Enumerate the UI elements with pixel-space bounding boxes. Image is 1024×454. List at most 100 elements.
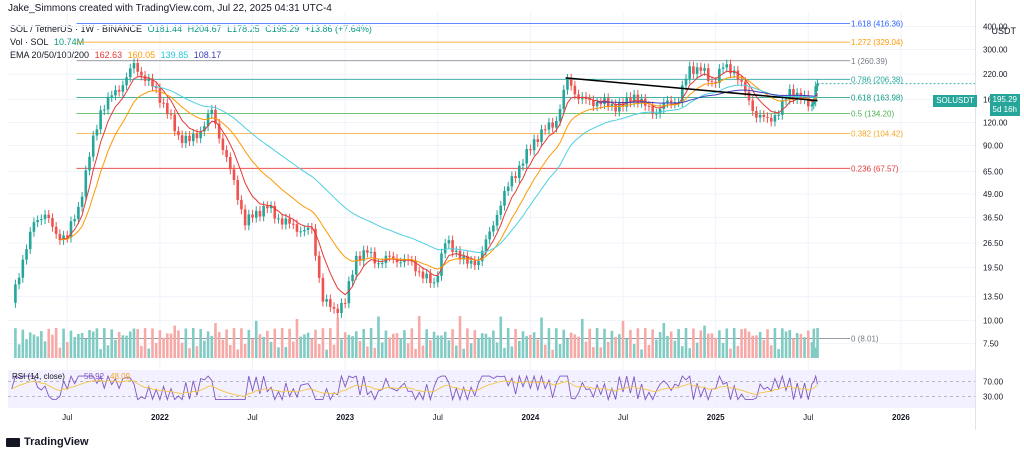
candle-body [803,95,806,100]
volume-bar [592,347,595,358]
candle-body [217,123,221,139]
volume-bar [336,317,340,358]
candle-body [332,306,336,309]
volume-bar [162,337,165,358]
volume-bar [747,331,751,358]
fib-level-label: 0.5 (134.20) [851,110,894,119]
candle-body [266,206,269,209]
candle-body [188,135,191,142]
ema200-value: 108.17 [193,50,222,60]
candle-body [551,122,554,128]
candle-body [436,275,440,283]
candle-body [706,68,710,82]
candle-body [562,89,566,110]
candle-body [136,62,139,72]
x-tick-label: Jul [433,413,443,422]
candle-body [592,100,595,107]
volume-bar [658,332,662,358]
candle-body [480,250,484,262]
candle-body [362,250,365,261]
candle-body [762,114,766,117]
volume-bar [669,331,673,358]
y-tick-label: 220.00 [983,70,1008,79]
volume-bar [806,330,810,358]
volume-bar [106,345,110,358]
volume-bar [154,342,158,358]
volume-bar [240,328,243,358]
volume-bar [751,335,755,358]
candle-body [681,85,684,103]
volume-bar [125,335,128,358]
volume-bar [399,338,403,358]
volume-bar [17,344,21,358]
rsi-ma-line [11,379,818,397]
tradingview-logo[interactable]: TradingView [6,436,89,448]
volume-bar [177,330,180,358]
symbol-legend[interactable]: SOL / TetherUS · 1W · BINANCE O181.44 H2… [10,24,375,34]
candle-body [243,209,247,226]
candle-body [347,281,351,304]
candle-body [343,302,347,304]
volume-bar [673,340,677,358]
volume-bar [262,336,265,358]
x-tick-label: 2024 [522,413,540,422]
candle-body [521,163,525,166]
candle-body [329,299,332,307]
candle-body [529,149,532,151]
candle-body [684,78,688,86]
volume-bar [788,329,792,358]
candle-body [503,190,506,206]
candle-body [692,66,695,74]
volume-bar [40,331,43,358]
volume-bar [62,328,65,358]
candle-body [373,251,377,264]
candle-body [177,131,180,136]
candle-body [569,78,573,86]
candle-body [191,133,195,142]
volume-bar [580,318,584,358]
candle-body [814,86,817,102]
candle-body [251,214,254,218]
volume-bar [384,330,388,358]
fib-level-label: 1.618 (416.36) [851,19,903,28]
candle-body [351,274,354,282]
volume-bar [718,330,721,358]
volume-legend[interactable]: Vol · SOL 10.74M [10,37,87,47]
volume-bar [792,338,795,358]
candle-body [655,113,658,115]
rsi-level-label: 70.00 [983,377,1004,386]
volume-bar [340,339,343,358]
ema200-line [597,89,818,104]
candle-body [555,120,558,128]
candle-body [455,250,458,252]
volume-bar [380,342,384,358]
volume-label: Vol · SOL [10,37,49,47]
candle-body [195,133,199,139]
candle-body [151,78,154,87]
candle-body [473,260,477,266]
candle-body [366,250,369,253]
candle-body [466,255,469,264]
candle-body [206,114,210,127]
candle-body [540,129,543,142]
fib-level-label: 0.236 (67.57) [851,164,899,173]
volume-bar [769,345,773,358]
candle-body [740,79,743,82]
volume-bar [547,328,551,358]
candle-body [299,231,302,233]
volume-bar [73,337,76,358]
candle-body [547,122,551,130]
volume-bar [710,333,714,358]
volume-bar [169,333,173,358]
candle-body [232,169,236,181]
volume-bar [306,332,310,358]
candle-body [647,105,651,107]
volume-bar [451,329,454,358]
candle-body [140,71,143,76]
volume-bar [525,336,528,358]
volume-bar [225,329,228,358]
ema-legend[interactable]: EMA 20/50/100/200 162.63 160.05 139.85 1… [10,50,224,60]
volume-bar [699,330,703,358]
candle-body [340,302,343,314]
